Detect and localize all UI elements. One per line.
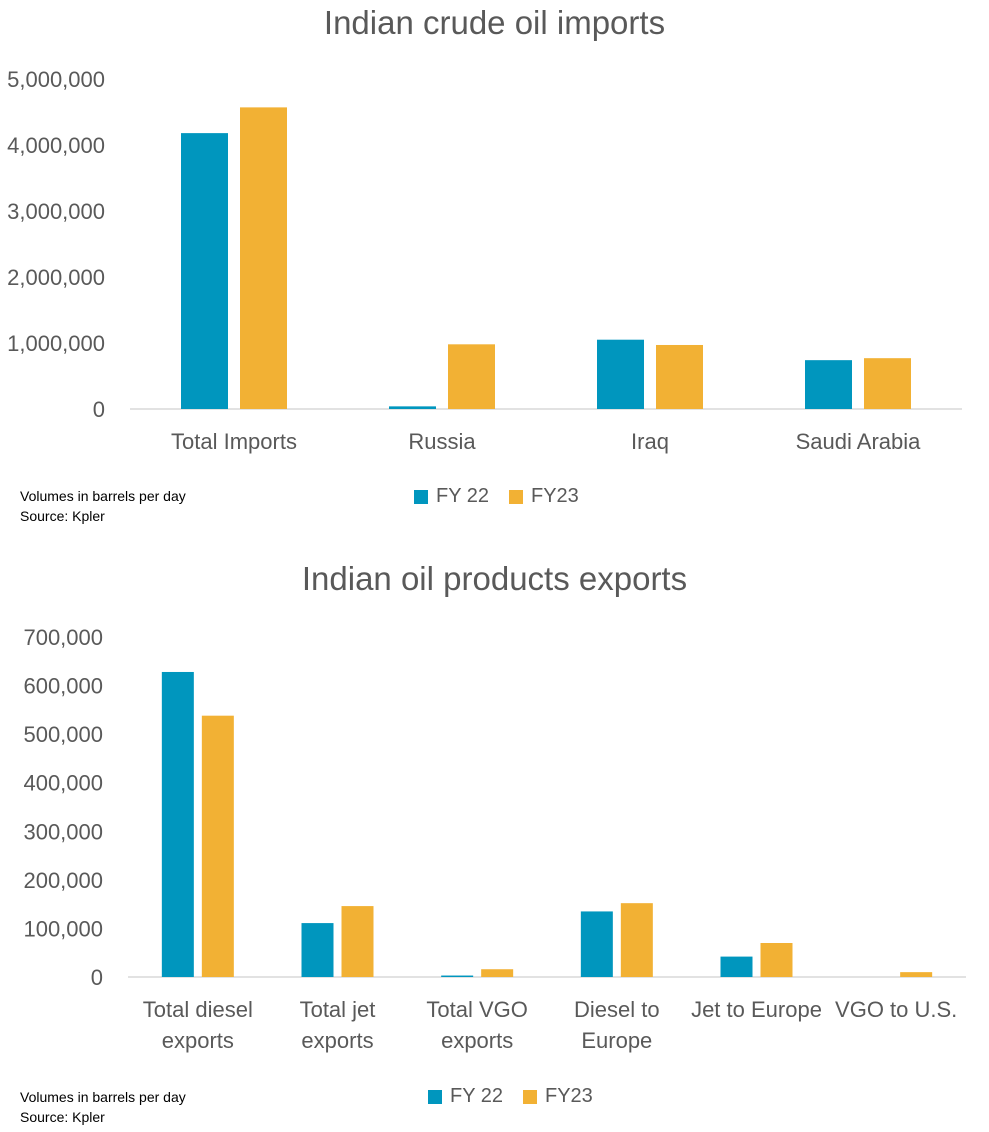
legend-swatch-fy23 (523, 1089, 537, 1104)
y-tick-label: 4,000,000 (7, 133, 105, 158)
y-tick-label: 2,000,000 (7, 265, 105, 290)
x-tick-label: Total jet (300, 997, 376, 1022)
legend-item-fy22: FY 22 (414, 485, 489, 508)
bar-fy23 (900, 972, 933, 977)
chart-legend: FY 22 FY23 (428, 1085, 613, 1108)
y-tick-label: 100,000 (23, 916, 103, 941)
y-tick-label: 3,000,000 (7, 199, 105, 224)
bar-fy22 (720, 956, 753, 977)
crude-imports-plot: 0 1,000,000 2,000,000 3,000,000 4,000,000 5,0… (7, 67, 962, 454)
products-exports-chart: Indian oil products exports 0 100,000 200,… (0, 555, 989, 1132)
legend-swatch-fy22 (414, 489, 428, 504)
legend-swatch-fy22 (428, 1089, 442, 1104)
bar-fy23 (760, 943, 793, 977)
source-note: Source: Kpler (20, 508, 105, 524)
y-tick-label: 5,000,000 (7, 67, 105, 92)
y-tick-label: 700,000 (23, 625, 103, 650)
y-tick-label: 0 (93, 397, 105, 422)
legend-swatch-fy23 (509, 489, 523, 504)
x-tick-label: exports (162, 1028, 234, 1053)
legend-item-fy22: FY 22 (428, 1085, 503, 1108)
x-tick-label: Total VGO (426, 997, 527, 1022)
y-tick-label: 500,000 (23, 722, 103, 747)
products-exports-plot: 0 100,000 200,000 300,000 400,000 500,000 600,… (23, 625, 966, 1053)
bar-fy23 (864, 358, 911, 409)
bar-fy23 (656, 344, 703, 409)
bar-fy22 (389, 406, 436, 409)
legend-item-fy23: FY23 (523, 1085, 593, 1108)
y-tick-label: 400,000 (23, 771, 103, 796)
bar-fy22 (597, 339, 644, 409)
bar-fy22 (805, 360, 852, 409)
x-tick-label: Jet to Europe (691, 997, 822, 1022)
chart-title: Indian oil products exports (301, 560, 688, 597)
units-note: Volumes in barrels per day (20, 1089, 186, 1105)
bar-fy22 (301, 923, 334, 977)
bar-fy23 (620, 903, 653, 977)
bar-fy22 (580, 911, 613, 977)
units-note: Volumes in barrels per day (20, 488, 186, 504)
chart-legend: FY 22 FY23 (414, 485, 599, 508)
chart-title: Indian crude oil imports (323, 4, 666, 41)
bar-fy22 (181, 133, 228, 409)
source-note: Source: Kpler (20, 1109, 105, 1125)
x-tick-label: exports (301, 1028, 373, 1053)
crude-imports-chart: Indian crude oil imports 0 1,000,000 2,000… (0, 0, 989, 545)
bar-fy22 (161, 671, 194, 977)
legend-label-fy23: FY23 (545, 1085, 593, 1107)
legend-label-fy23: FY23 (531, 485, 579, 507)
chart-notes: Volumes in barrels per day Source: Kpler (20, 486, 186, 526)
x-tick-label: Total Imports (171, 429, 297, 454)
bar-fy23 (240, 107, 287, 409)
x-tick-label: Iraq (631, 429, 669, 454)
y-tick-label: 200,000 (23, 868, 103, 893)
bar-fy22 (441, 975, 474, 977)
x-tick-label: Diesel to (574, 997, 660, 1022)
x-tick-label: exports (441, 1028, 513, 1053)
x-tick-label: Saudi Arabia (796, 429, 922, 454)
y-tick-label: 300,000 (23, 819, 103, 844)
x-tick-label: VGO to U.S. (835, 997, 957, 1022)
chart-notes: Volumes in barrels per day Source: Kpler (20, 1087, 186, 1127)
y-tick-label: 600,000 (23, 674, 103, 699)
bar-fy23 (201, 715, 234, 977)
legend-item-fy23: FY23 (509, 485, 579, 508)
y-tick-label: 1,000,000 (7, 331, 105, 356)
legend-label-fy22: FY 22 (436, 485, 489, 507)
x-tick-label: Total diesel (143, 997, 253, 1022)
bar-fy23 (481, 969, 514, 977)
legend-label-fy22: FY 22 (450, 1085, 503, 1107)
y-tick-label: 0 (91, 965, 103, 990)
bar-fy23 (341, 906, 374, 977)
x-tick-label: Europe (581, 1028, 652, 1053)
bar-fy23 (448, 344, 495, 409)
x-tick-label: Russia (408, 429, 476, 454)
